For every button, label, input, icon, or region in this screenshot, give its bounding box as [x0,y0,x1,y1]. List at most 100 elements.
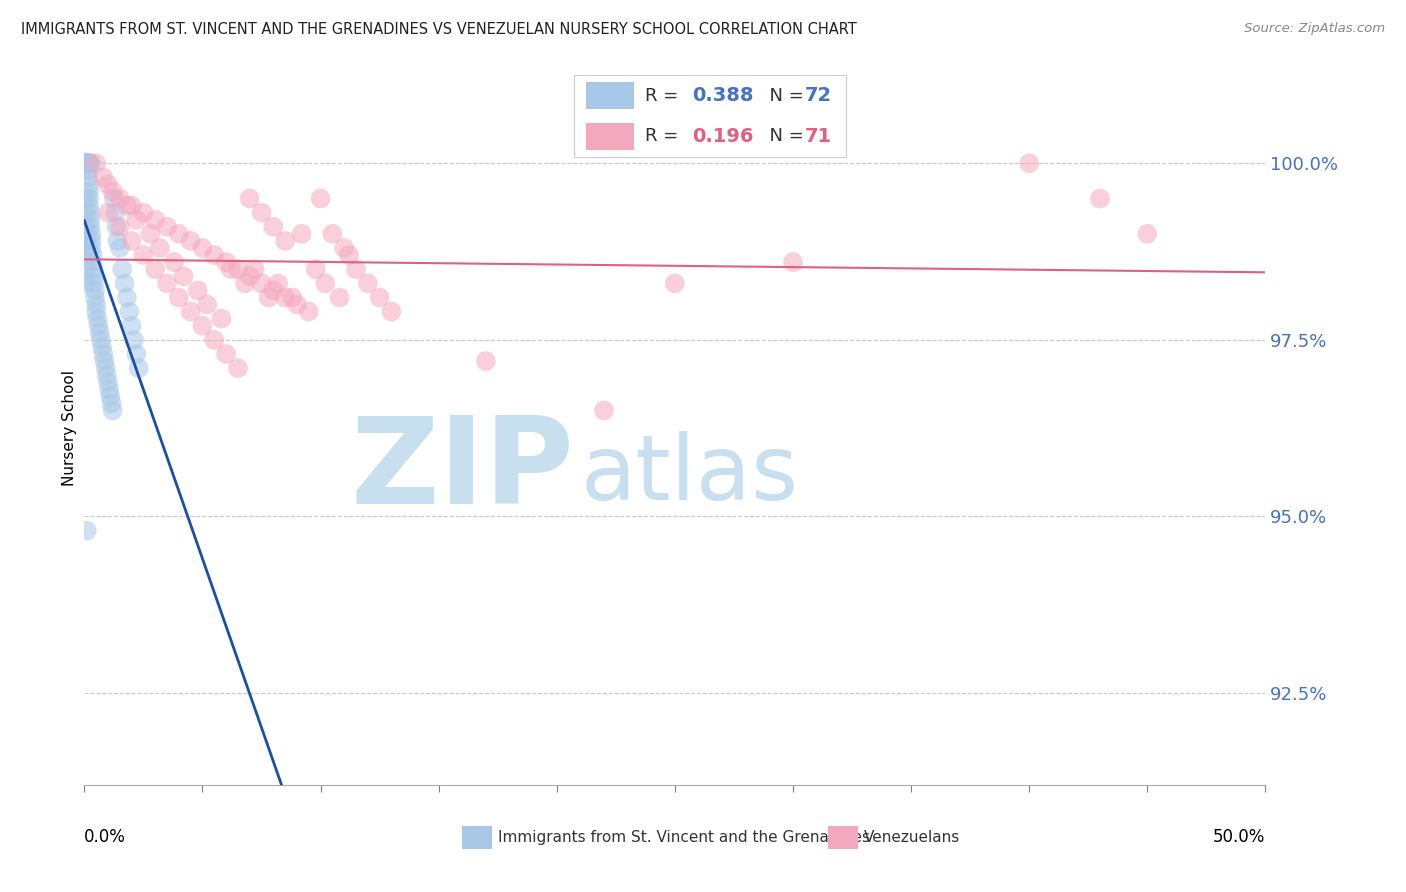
Point [75,277,97,291]
Point [305,262,328,277]
Point [101,185,124,199]
Text: R =: R = [645,87,685,104]
Point [139,227,162,241]
Point [82,248,104,262]
Text: 71: 71 [804,127,832,145]
Point [75,156,97,170]
Point [262,284,284,298]
Point [80,156,103,170]
Point [98,389,121,403]
Point [333,241,356,255]
Point [475,354,498,368]
Point [250,205,273,219]
Text: 0.388: 0.388 [693,87,754,105]
Point [76,156,98,170]
Point [215,347,238,361]
Point [187,284,209,298]
Point [84,297,107,311]
Point [91,170,114,185]
Point [357,277,380,291]
Point [262,219,284,234]
Point [243,262,266,277]
Point [77,163,100,178]
Point [101,403,124,417]
Point [98,382,121,396]
Point [107,234,129,248]
Point [77,156,100,170]
Bar [828,826,858,849]
Point [167,290,190,304]
Point [84,304,107,318]
Text: 50.0%: 50.0% [1213,828,1265,846]
Point [77,178,100,192]
Point [593,403,616,417]
Y-axis label: Nursery School: Nursery School [62,370,77,486]
Point [103,192,125,206]
Point [337,248,360,262]
Point [309,192,332,206]
Point [267,277,290,291]
Point [274,290,297,304]
Point [97,205,120,219]
Point [132,205,155,219]
Point [239,192,262,206]
Point [167,227,190,241]
Point [97,376,120,390]
Point [79,156,101,170]
Point [233,277,256,291]
Point [215,255,238,269]
Point [1136,227,1159,241]
Point [76,156,98,170]
Point [91,340,114,354]
Point [226,361,249,376]
Point [314,277,336,291]
Point [219,262,242,277]
Text: Immigrants from St. Vincent and the Grenadines: Immigrants from St. Vincent and the Gren… [498,830,870,845]
Point [79,212,101,227]
Point [79,219,101,234]
Point [108,219,131,234]
Point [111,262,134,277]
Text: Venezuelans: Venezuelans [863,830,960,845]
Point [209,311,232,326]
Text: R =: R = [645,128,685,145]
Text: 0.0%: 0.0% [84,828,127,846]
Point [368,290,391,304]
Text: IMMIGRANTS FROM ST. VINCENT AND THE GRENADINES VS VENEZUELAN NURSERY SCHOOL CORR: IMMIGRANTS FROM ST. VINCENT AND THE GREN… [21,22,856,37]
Text: 0.196: 0.196 [693,127,754,145]
Point [163,255,186,269]
Point [76,156,98,170]
Point [75,192,97,206]
Point [191,241,214,255]
Point [285,297,308,311]
Point [121,318,143,333]
Point [77,198,100,212]
Point [86,311,108,326]
Bar [463,826,492,849]
Point [328,290,350,304]
Point [143,262,166,277]
Point [202,333,225,347]
Point [76,227,98,241]
Point [108,192,131,206]
Point [76,524,98,538]
Bar [586,82,634,109]
Point [82,255,104,269]
Point [77,170,100,185]
Point [75,205,97,219]
Point [274,234,297,248]
Point [118,304,141,318]
Point [380,304,402,318]
Point [80,241,103,255]
Point [128,361,150,376]
Point [132,248,155,262]
Point [75,219,97,234]
Point [84,156,107,170]
Point [321,227,343,241]
Point [202,248,225,262]
Text: N =: N = [758,87,808,104]
Point [75,156,97,170]
Point [100,396,122,410]
Point [122,333,145,347]
Point [76,156,98,170]
